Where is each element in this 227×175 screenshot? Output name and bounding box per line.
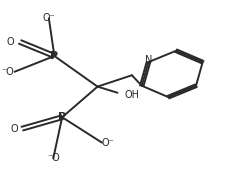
Text: OH: OH [124, 89, 139, 100]
Text: O: O [7, 37, 15, 47]
Text: ⁻O: ⁻O [2, 67, 15, 77]
Text: O⁻: O⁻ [42, 13, 55, 23]
Text: N: N [145, 55, 152, 65]
Text: O⁻: O⁻ [102, 138, 115, 148]
Text: P: P [58, 112, 66, 122]
Text: ⁻O: ⁻O [47, 153, 60, 163]
Text: P: P [50, 51, 59, 61]
Text: O: O [10, 124, 18, 134]
